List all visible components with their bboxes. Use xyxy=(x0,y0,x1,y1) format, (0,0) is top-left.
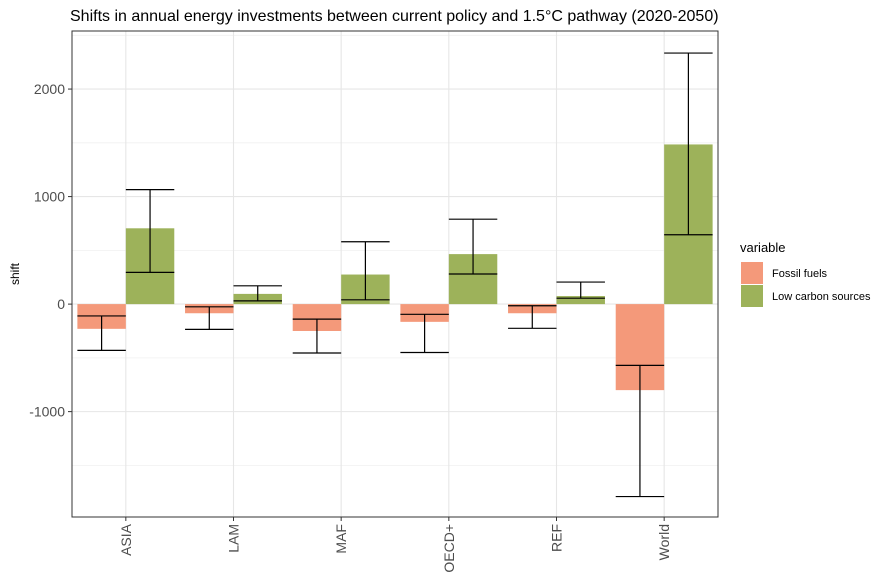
x-tick-label: OECD+ xyxy=(441,524,457,573)
x-tick-label: REF xyxy=(549,524,565,552)
error-bar xyxy=(508,305,557,329)
y-tick-label: 2000 xyxy=(34,81,65,97)
error-bar xyxy=(77,315,126,351)
legend-label: Low carbon sources xyxy=(772,291,871,303)
x-tick-label: MAF xyxy=(333,524,349,554)
bar-low-carbon-sources-ref xyxy=(556,296,605,305)
error-bar xyxy=(185,306,234,330)
plot-border xyxy=(71,30,719,518)
y-tick-label: 0 xyxy=(57,296,65,312)
error-bar xyxy=(233,285,282,302)
error-bar xyxy=(292,318,342,354)
error-bar xyxy=(664,52,713,236)
error-bar xyxy=(556,281,605,299)
y-tick-label: 1000 xyxy=(34,189,65,205)
bar-fossil-fuels-oecd xyxy=(400,304,449,322)
error-bar xyxy=(615,364,665,498)
x-tick-label: ASIA xyxy=(118,523,134,556)
legend-key-swatch xyxy=(741,262,763,284)
chart-title: Shifts in annual energy investments betw… xyxy=(70,8,719,25)
error-bar xyxy=(448,218,498,275)
error-bar xyxy=(400,313,449,354)
legend-key-swatch xyxy=(741,285,763,307)
plot-panel xyxy=(72,31,718,517)
legend-label: Fossil fuels xyxy=(772,268,828,280)
y-axis-title: shift xyxy=(8,262,22,285)
x-tick-label: World xyxy=(656,524,672,560)
legend-title: variable xyxy=(740,240,786,255)
x-tick-label: LAM xyxy=(226,524,242,553)
error-bar xyxy=(125,188,175,273)
y-tick-label: -1000 xyxy=(29,404,65,420)
legend: variable Fossil fuels Low carbon sources xyxy=(740,240,871,307)
error-bar xyxy=(341,241,390,301)
